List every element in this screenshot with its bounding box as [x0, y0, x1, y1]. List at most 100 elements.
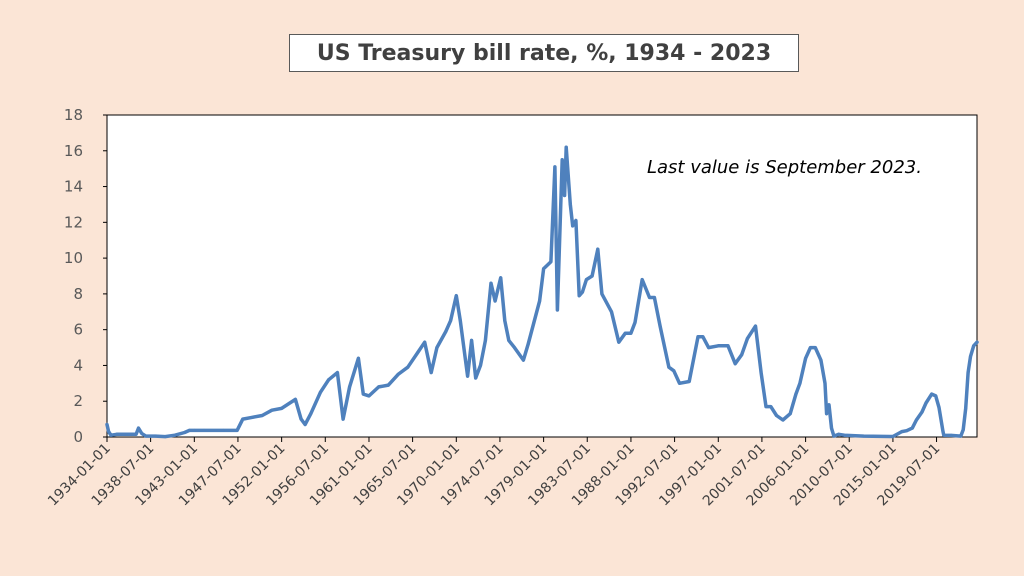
data-point	[202, 428, 206, 432]
data-point	[499, 276, 503, 280]
data-point	[574, 219, 578, 222]
data-point	[361, 392, 365, 396]
data-point	[154, 434, 157, 438]
data-point	[862, 434, 866, 438]
data-point	[678, 381, 681, 385]
y-tick-label: 10	[64, 249, 83, 267]
data-point	[740, 353, 744, 357]
data-point	[348, 385, 352, 389]
data-point	[458, 319, 462, 323]
data-point	[696, 335, 700, 339]
data-point	[532, 321, 536, 324]
data-point	[819, 358, 823, 362]
data-point	[470, 338, 474, 342]
data-point	[733, 362, 737, 366]
data-point	[564, 145, 568, 149]
data-point	[521, 358, 525, 362]
data-point	[221, 428, 225, 432]
data-point	[964, 406, 968, 410]
data-point	[891, 435, 895, 438]
data-point	[454, 294, 458, 298]
data-point	[959, 434, 963, 438]
data-point	[386, 383, 390, 387]
data-point	[808, 346, 812, 350]
data-point	[115, 432, 119, 436]
data-point	[969, 355, 972, 358]
y-tick-label: 2	[73, 392, 83, 410]
data-point	[144, 434, 148, 438]
data-point	[788, 412, 792, 416]
data-point	[479, 363, 482, 367]
chart-title: US Treasury bill rate, %, 1934 - 2023	[289, 34, 799, 72]
data-point	[794, 392, 798, 396]
data-point	[842, 433, 846, 437]
data-point	[832, 434, 836, 438]
data-point	[235, 428, 239, 432]
data-point	[798, 381, 802, 385]
data-point	[293, 397, 297, 401]
y-tick-label: 14	[64, 178, 83, 196]
data-point	[568, 202, 572, 206]
data-point	[769, 405, 773, 409]
data-point	[652, 296, 656, 299]
data-point	[563, 194, 567, 197]
data-point	[507, 338, 511, 342]
data-point	[538, 299, 542, 303]
data-point	[483, 338, 487, 342]
data-point	[672, 369, 676, 373]
data-point	[270, 408, 274, 412]
data-point	[318, 390, 322, 394]
data-point	[435, 346, 439, 350]
data-point	[134, 432, 138, 436]
data-point	[406, 365, 410, 369]
data-point	[837, 432, 841, 436]
data-point	[648, 296, 651, 299]
data-point	[830, 426, 833, 430]
data-point	[107, 430, 111, 434]
data-point	[596, 247, 600, 251]
data-point	[327, 378, 331, 382]
data-point	[905, 429, 909, 433]
data-point	[775, 414, 778, 417]
data-point	[942, 433, 946, 437]
data-point	[701, 335, 705, 339]
data-point	[416, 351, 419, 355]
data-point	[972, 344, 976, 348]
data-point	[633, 321, 637, 324]
y-axis: 0 2 4 6 8 10 12 14 16 18	[64, 106, 107, 446]
data-point	[503, 319, 507, 323]
data-point	[555, 308, 559, 312]
data-point	[163, 435, 167, 439]
data-point	[449, 319, 453, 323]
data-point	[260, 414, 264, 417]
data-point	[109, 433, 113, 437]
data-point	[183, 431, 187, 434]
data-point	[474, 376, 478, 380]
data-point	[429, 371, 433, 375]
data-point	[745, 337, 749, 341]
data-point	[251, 415, 254, 419]
data-point	[754, 324, 757, 328]
data-point	[542, 267, 546, 271]
data-point	[367, 394, 371, 398]
y-tick-label: 6	[73, 321, 83, 339]
data-point	[910, 426, 914, 430]
data-point	[105, 423, 109, 426]
data-point	[444, 330, 448, 333]
data-point	[827, 403, 831, 407]
data-point	[914, 418, 918, 422]
data-point	[900, 430, 904, 434]
data-point	[489, 281, 493, 285]
data-point	[813, 346, 817, 350]
data-point	[526, 342, 530, 346]
data-point	[764, 405, 768, 409]
data-point	[396, 372, 400, 376]
y-tick-label: 18	[64, 106, 83, 124]
data-point	[549, 260, 553, 264]
data-point	[124, 432, 128, 436]
data-point	[590, 274, 594, 278]
chart-annotation: Last value is September 2023.	[647, 157, 922, 178]
data-point	[173, 433, 177, 437]
data-point	[241, 417, 245, 421]
data-point	[423, 340, 427, 344]
